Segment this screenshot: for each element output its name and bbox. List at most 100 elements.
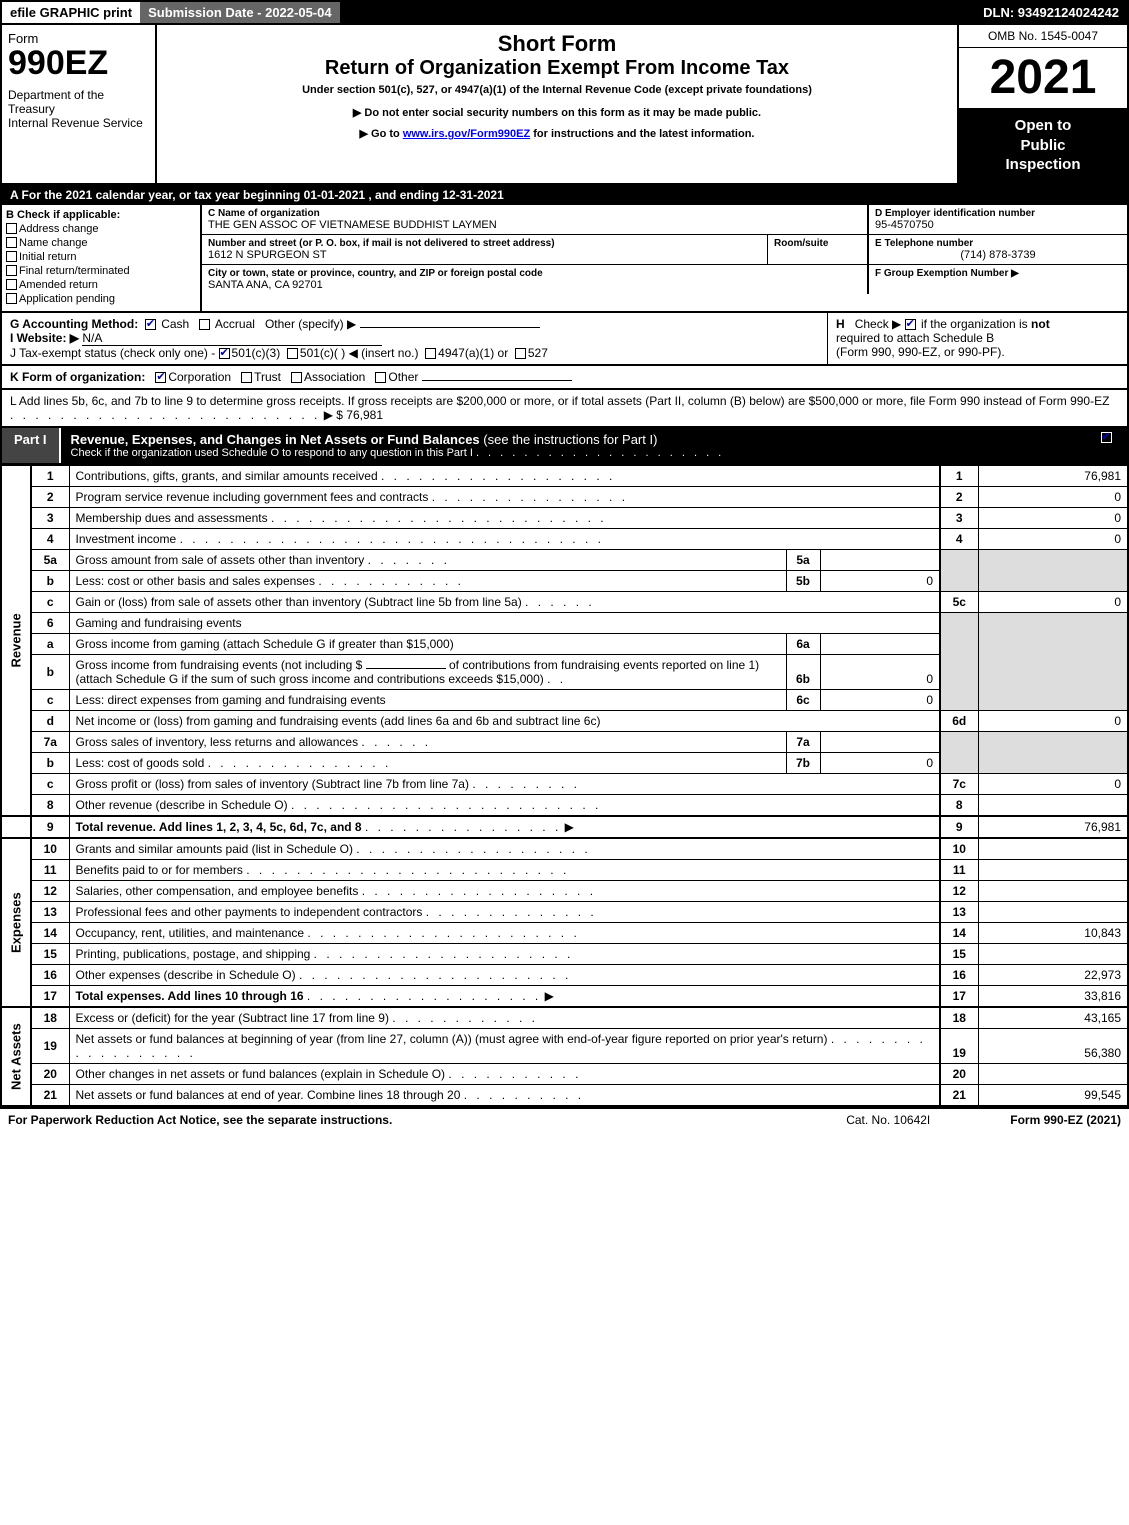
- dots-icon: . . . . . . . . . .: [464, 1088, 584, 1102]
- room-suite-cell: Room/suite: [767, 235, 867, 264]
- line-11-label: 11: [940, 859, 978, 880]
- dept-irs: Internal Revenue Service: [8, 116, 149, 130]
- b-text: Check if applicable:: [17, 209, 120, 221]
- line-5b-num: b: [31, 570, 69, 591]
- line-12-text: Salaries, other compensation, and employ…: [76, 884, 359, 898]
- header-title-column: Short Form Return of Organization Exempt…: [157, 25, 957, 183]
- line-7c-text: Gross profit or (loss) from sales of inv…: [76, 777, 469, 791]
- line-5b-subamt: 0: [820, 570, 940, 591]
- checkbox-icon: [6, 265, 17, 276]
- g-cash: Cash: [161, 317, 189, 331]
- checkbox-icon[interactable]: [241, 372, 252, 383]
- checkbox-icon[interactable]: [219, 348, 230, 359]
- checkbox-icon[interactable]: [1101, 432, 1112, 443]
- header-right-column: OMB No. 1545-0047 2021 Open to Public In…: [957, 25, 1127, 183]
- line-5a-subamt: [820, 549, 940, 570]
- checkbox-icon[interactable]: [425, 348, 436, 359]
- b-name-change[interactable]: Name change: [6, 237, 196, 249]
- line-7c-amt: 0: [978, 773, 1128, 794]
- b-final-return[interactable]: Final return/terminated: [6, 265, 196, 277]
- netassets-side-label: Net Assets: [1, 1007, 31, 1106]
- line-13-num: 13: [31, 901, 69, 922]
- line-14-label: 14: [940, 922, 978, 943]
- line-6c-num: c: [31, 689, 69, 710]
- line-21-desc: Net assets or fund balances at end of ye…: [69, 1084, 940, 1106]
- line-7c-desc: Gross profit or (loss) from sales of inv…: [69, 773, 940, 794]
- b-initial-return[interactable]: Initial return: [6, 251, 196, 263]
- j-opt4: 527: [528, 346, 548, 360]
- h-text3: not: [1031, 317, 1050, 331]
- h-text5: (Form 990, 990-EZ, or 990-PF).: [836, 345, 1005, 359]
- line-9-label: 9: [940, 816, 978, 838]
- dots-icon: . . . . . . . . . . . .: [392, 1011, 538, 1025]
- line-2-text: Program service revenue including govern…: [76, 490, 429, 504]
- line-6a-desc: Gross income from gaming (attach Schedul…: [69, 633, 786, 654]
- line-18-text: Excess or (deficit) for the year (Subtra…: [76, 1011, 389, 1025]
- line-8-label: 8: [940, 794, 978, 816]
- city-value: SANTA ANA, CA 92701: [208, 279, 861, 291]
- checkbox-icon: [6, 293, 17, 304]
- checkbox-icon[interactable]: [155, 372, 166, 383]
- line-7b-num: b: [31, 752, 69, 773]
- line-13-text: Professional fees and other payments to …: [76, 905, 423, 919]
- checkbox-icon[interactable]: [375, 372, 386, 383]
- line-1-text: Contributions, gifts, grants, and simila…: [76, 469, 378, 483]
- checkbox-icon[interactable]: [291, 372, 302, 383]
- part1-sub: Check if the organization used Schedule …: [71, 447, 1077, 459]
- section-bce: B Check if applicable: Address change Na…: [0, 205, 1129, 313]
- line-18-amt: 43,165: [978, 1007, 1128, 1029]
- line-7c-label: 7c: [940, 773, 978, 794]
- j-opt1: 501(c)(3): [232, 346, 281, 360]
- c-city-label: City or town, state or province, country…: [208, 268, 861, 279]
- line-19-num: 19: [31, 1028, 69, 1063]
- line-4-text: Investment income: [76, 532, 177, 546]
- line-3-amt: 0: [978, 507, 1128, 528]
- checkbox-icon[interactable]: [515, 348, 526, 359]
- line-10-num: 10: [31, 838, 69, 860]
- line-14-num: 14: [31, 922, 69, 943]
- line-8-num: 8: [31, 794, 69, 816]
- line-6c-desc: Less: direct expenses from gaming and fu…: [69, 689, 786, 710]
- open-line-2: Public: [963, 136, 1123, 156]
- line-7a-text: Gross sales of inventory, less returns a…: [76, 735, 359, 749]
- line-21-num: 21: [31, 1084, 69, 1106]
- line-6b-sublabel: 6b: [786, 654, 820, 689]
- b-opt-0: Address change: [19, 223, 99, 235]
- checkbox-icon[interactable]: [905, 319, 916, 330]
- b-application-pending[interactable]: Application pending: [6, 293, 196, 305]
- open-line-1: Open to: [963, 116, 1123, 136]
- line-9-amt: 76,981: [978, 816, 1128, 838]
- line-7-shade: [940, 731, 978, 773]
- dln-label: DLN: 93492124024242: [975, 2, 1127, 23]
- line-3-desc: Membership dues and assessments . . . . …: [69, 507, 940, 528]
- irs-link[interactable]: www.irs.gov/Form990EZ: [403, 128, 530, 140]
- line-19-label: 19: [940, 1028, 978, 1063]
- form-number: 990EZ: [8, 46, 149, 80]
- sub3-pre: ▶ Go to: [360, 128, 403, 140]
- dots-icon: . . . . . . . . . . . . . . . . . . .: [381, 469, 615, 483]
- line-6-desc: Gaming and fundraising events: [69, 612, 940, 633]
- line-17-label: 17: [940, 985, 978, 1007]
- line-5c-amt: 0: [978, 591, 1128, 612]
- dots-icon: . . . . . . . . . . . .: [318, 574, 464, 588]
- line-19-desc: Net assets or fund balances at beginning…: [69, 1028, 940, 1063]
- expenses-side-label: Expenses: [1, 838, 31, 1007]
- dots-icon: . . . . . . . . .: [472, 777, 580, 791]
- line-16-num: 16: [31, 964, 69, 985]
- line-6d-amt: 0: [978, 710, 1128, 731]
- line-20-label: 20: [940, 1063, 978, 1084]
- line-6d-label: 6d: [940, 710, 978, 731]
- b-amended-return[interactable]: Amended return: [6, 279, 196, 291]
- checkbox-icon: [6, 223, 17, 234]
- line-2-label: 2: [940, 486, 978, 507]
- row-h: H Check ▶ if the organization is not req…: [827, 313, 1127, 364]
- dots-icon: . . . . . . . . . . . . . . . . . . . . …: [246, 863, 569, 877]
- b-address-change[interactable]: Address change: [6, 223, 196, 235]
- dots-icon: . . . . . . . . . . . . . . . . . . . . …: [180, 532, 604, 546]
- line-7c-num: c: [31, 773, 69, 794]
- checkbox-icon[interactable]: [199, 319, 210, 330]
- line-5c-desc: Gain or (loss) from sale of assets other…: [69, 591, 940, 612]
- dots-icon: . . . . . .: [361, 735, 431, 749]
- checkbox-icon[interactable]: [145, 319, 156, 330]
- checkbox-icon[interactable]: [287, 348, 298, 359]
